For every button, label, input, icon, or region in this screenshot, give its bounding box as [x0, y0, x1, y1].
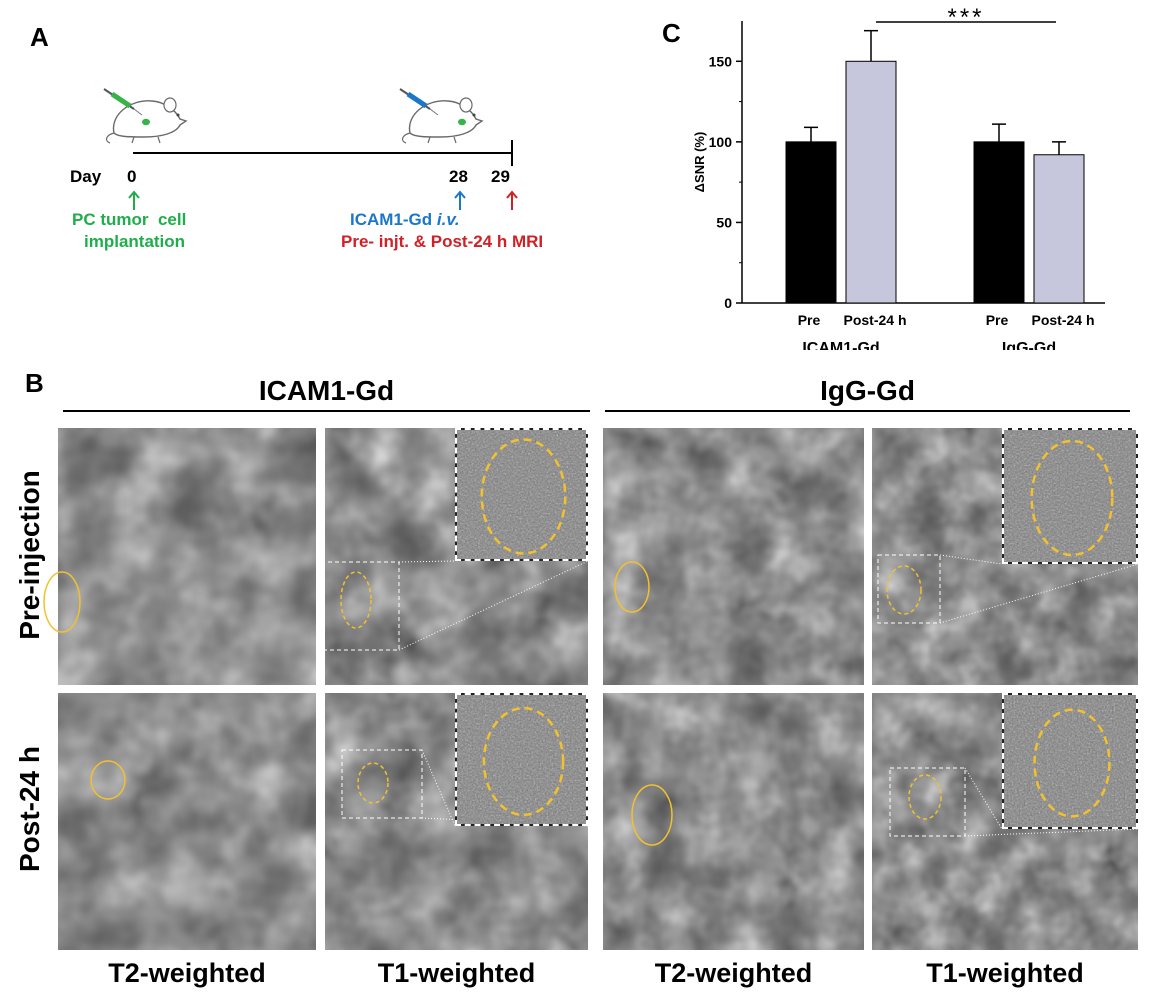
x-group-label-0: ICAM1-Gd	[802, 340, 879, 350]
col-label-t1-igg: T1-weighted	[926, 958, 1084, 988]
x-tick-label-3: Post-24 h	[1031, 312, 1094, 328]
timeline-tick-28: 28	[449, 167, 468, 186]
bar-1	[845, 60, 897, 304]
chart-error-bars	[804, 29, 1066, 155]
y-tick-label-1: 50	[716, 214, 732, 230]
col-label-t1-icam1: T1-weighted	[377, 958, 536, 988]
timeline-arrow-red-icon	[506, 190, 518, 210]
zoom-inset-2	[455, 428, 588, 561]
panel-a-letter: A	[30, 22, 49, 52]
mri-tile-5	[58, 693, 316, 950]
bar-2	[973, 141, 1025, 304]
mri-tile-7	[603, 693, 864, 950]
x-tick-label-2: Pre	[986, 312, 1009, 328]
panel-c-letter: C	[662, 18, 681, 48]
timeline-tick-29: 29	[491, 167, 510, 186]
y-axis-label: ΔSNR (%)	[692, 132, 707, 193]
timeline-arrow-blue-icon	[454, 190, 466, 210]
significance-label: ***	[947, 5, 984, 31]
snr-bar-chart: 0 50 100 150 ΔSNR (%) Pre Post-24 h Pre Post-24 …	[692, 5, 1105, 350]
panel-b-letter: B	[25, 368, 44, 398]
col-label-t2-igg: T2-weighted	[654, 958, 813, 988]
timeline-axis	[133, 140, 513, 166]
iv-agent: ICAM1-Gd	[350, 210, 437, 229]
mri-schedule-label: Pre- injt. & Post-24 h MRI	[341, 232, 544, 251]
y-tick-label-2: 100	[709, 134, 733, 150]
x-tick-label-0: Pre	[798, 312, 821, 328]
implant-label-line2: implantation	[84, 232, 186, 251]
timeline-tick-0: 0	[127, 167, 137, 186]
implant-label-line1: PC tumor cell	[72, 210, 187, 229]
iv-route: i.v.	[436, 210, 460, 229]
group-underline-icam1	[63, 410, 590, 412]
zoom-inset-6	[455, 693, 588, 826]
timeline-arrow-green-icon	[128, 190, 140, 210]
y-tick-label-0: 0	[724, 295, 732, 311]
x-tick-label-1: Post-24 h	[843, 312, 906, 328]
chart-bars	[785, 60, 1085, 304]
iv-injection-label: ICAM1-Gd i.v.	[350, 210, 460, 230]
group-underline-igg	[605, 410, 1130, 412]
mri-tile-1	[58, 428, 316, 685]
mouse-injection-icon	[103, 88, 188, 144]
y-tick-label-3: 150	[709, 53, 733, 69]
mouse-injection-icon-2	[399, 88, 484, 144]
group-header-icam1: ICAM1-Gd	[258, 375, 395, 406]
x-group-label-1: IgG-Gd	[1002, 340, 1056, 350]
group-header-igg: IgG-Gd	[820, 375, 915, 406]
col-label-t2-icam1: T2-weighted	[108, 958, 266, 988]
mri-tile-3	[603, 428, 864, 685]
zoom-inset-8	[1002, 693, 1138, 829]
timeline-day-label: Day	[70, 167, 102, 186]
zoom-inset-4	[1002, 428, 1138, 564]
chart-labels: 0 50 100 150 ΔSNR (%) Pre Post-24 h Pre Post-24 …	[692, 5, 1095, 350]
